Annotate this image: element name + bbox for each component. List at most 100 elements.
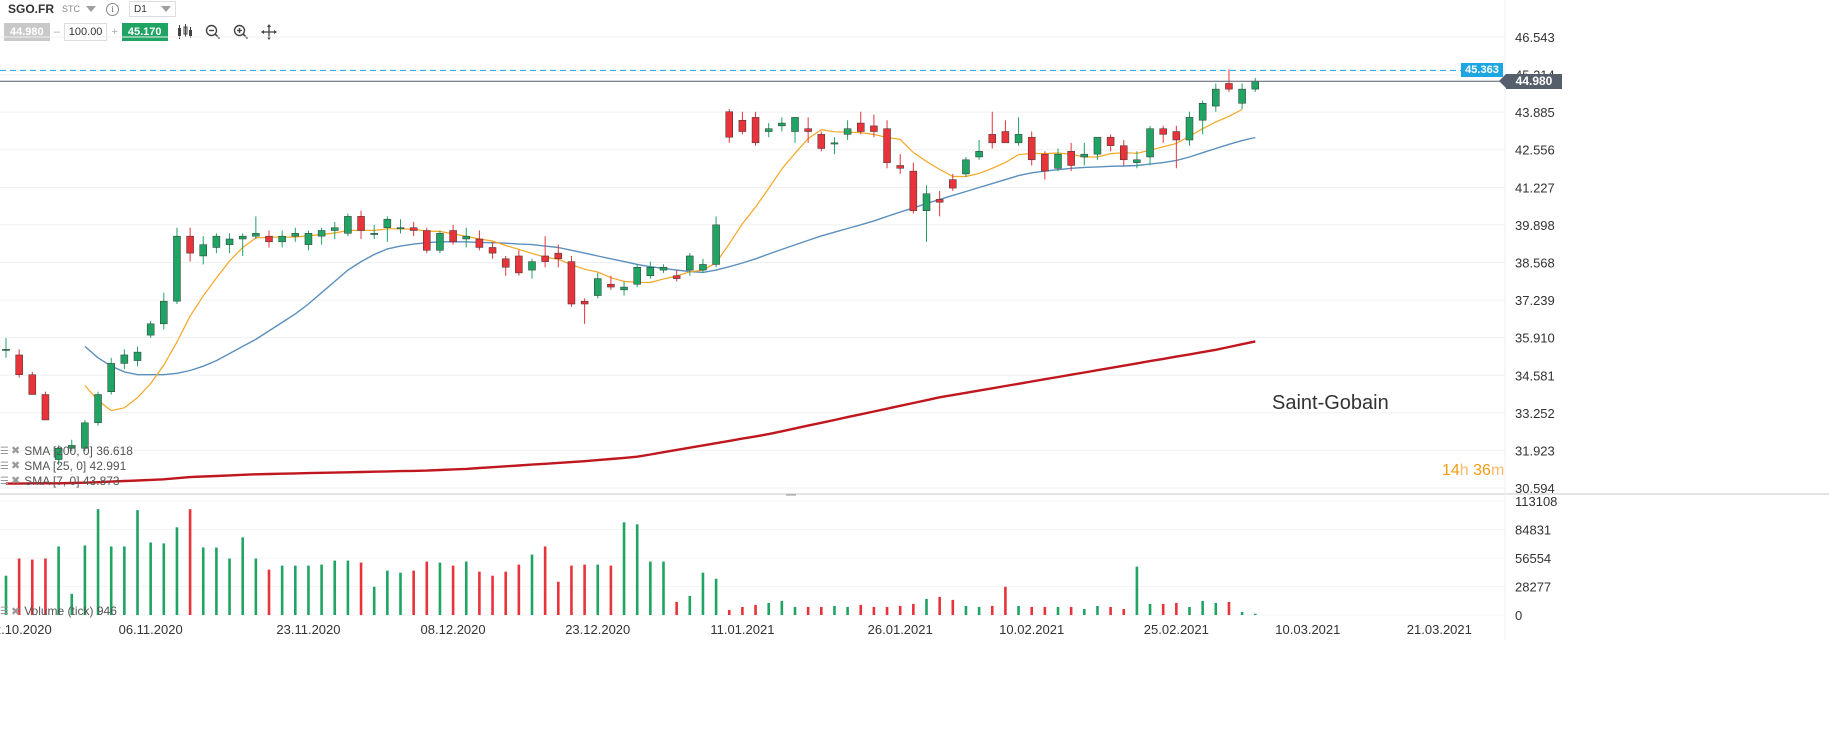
candle [265, 230, 273, 248]
candle [1067, 142, 1075, 172]
volume-bar [583, 564, 586, 615]
symbol-name[interactable]: SGO.FR [8, 2, 55, 16]
quantity-decrease-button[interactable]: – [53, 26, 60, 38]
candle-body [567, 261, 576, 305]
volume-bar [1096, 605, 1099, 615]
volume-bar [517, 564, 521, 615]
volume-bar [990, 605, 994, 615]
candle-body [1212, 88, 1220, 107]
volume-tick-label: 84831 [1515, 523, 1551, 538]
chevron-down-icon[interactable] [86, 6, 97, 12]
candle [1120, 140, 1128, 166]
settings-icon[interactable]: ☰ [0, 476, 9, 487]
volume-bar [1030, 606, 1033, 615]
close-icon[interactable]: ✖ [10, 445, 21, 457]
candle [1238, 83, 1246, 109]
zoom-in-icon[interactable] [230, 23, 252, 41]
candle-body [160, 300, 168, 325]
quantity-input[interactable]: 100.00 [63, 23, 108, 41]
close-icon[interactable]: ✖ [10, 605, 21, 618]
close-icon[interactable]: ✖ [10, 475, 21, 487]
candle [1225, 69, 1233, 92]
candle-body [778, 122, 786, 127]
candle-body [975, 151, 983, 158]
candle [41, 391, 50, 421]
candle-body [409, 227, 418, 231]
candle [528, 258, 536, 279]
volume-bar [872, 606, 876, 615]
candle [238, 233, 247, 256]
indicator-legend: ☰ ✖ SMA [200, 0] 36.618 ☰ ✖ SMA [25, 0] … [0, 444, 133, 489]
settings-icon[interactable]: ☰ [0, 446, 9, 457]
candle-body [686, 255, 694, 271]
candle [252, 216, 260, 239]
candle-body [344, 216, 352, 234]
candle [1106, 134, 1115, 152]
candle [857, 111, 865, 135]
volume-bar [1056, 606, 1060, 615]
symbol-type-label: STC [62, 4, 81, 14]
candle-body [449, 230, 457, 243]
settings-icon[interactable]: ☰ [0, 605, 9, 617]
countdown-hours-unit: h [1459, 462, 1469, 479]
volume-bar [149, 542, 152, 615]
quantity-increase-button[interactable]: + [111, 26, 118, 38]
volume-bar [44, 558, 47, 615]
candle [633, 264, 641, 288]
candle-body [1067, 151, 1075, 166]
candle-body [1225, 83, 1233, 90]
date-tick-label: 21.03.2021 [1407, 622, 1472, 637]
candle [409, 222, 418, 237]
candle-body [712, 224, 720, 265]
volume-bar [793, 606, 797, 615]
crosshair-move-icon[interactable] [258, 23, 280, 41]
candle-body [81, 422, 89, 449]
volume-bar [83, 545, 87, 615]
candle-body [883, 128, 891, 163]
volume-bar [162, 543, 166, 615]
candle-body [791, 117, 799, 132]
info-icon[interactable]: i [106, 2, 120, 16]
candle [672, 270, 681, 282]
candle [659, 264, 668, 273]
candle [462, 227, 470, 248]
sma-25-layer [84, 136, 1256, 376]
candle-body [672, 275, 681, 279]
price-tick-label: 41.227 [1515, 180, 1555, 195]
timeframe-select[interactable]: D1 [129, 1, 176, 17]
volume-bar [294, 565, 297, 615]
candle [883, 120, 891, 169]
candle [1133, 151, 1141, 169]
volume-bar [846, 606, 849, 615]
volume-label-text: Volume (tick) 946 [24, 604, 117, 618]
volume-bar [912, 603, 915, 615]
candle-body [107, 363, 115, 392]
candle-body [199, 244, 207, 257]
candle-body [396, 227, 405, 230]
volume-bar [1135, 566, 1139, 615]
alert-price-tag[interactable]: 45.363 [1461, 63, 1503, 78]
candle-body [252, 233, 260, 237]
volume-bar [280, 565, 284, 615]
price-tick-label: 42.556 [1515, 143, 1555, 158]
settings-icon[interactable]: ☰ [0, 461, 9, 472]
volume-bar [951, 599, 955, 615]
candle [843, 120, 852, 141]
close-icon[interactable]: ✖ [10, 460, 21, 472]
candle-body [304, 233, 313, 245]
candle [751, 111, 760, 146]
volume-bar [1004, 586, 1007, 615]
trade-toolbar: 44.980 – 100.00 + 45.170 [4, 22, 280, 42]
candle [804, 117, 812, 143]
volume-bar [333, 560, 337, 615]
zoom-out-icon[interactable] [202, 23, 224, 41]
candle-body [173, 235, 181, 302]
sma-7-layer [84, 108, 1243, 412]
candle [1027, 131, 1036, 166]
candle [541, 236, 549, 268]
candle [449, 224, 457, 245]
candle-body [659, 267, 668, 271]
sma-200-label: SMA [200, 0] 36.618 [24, 444, 133, 458]
volume-bar [767, 602, 770, 615]
